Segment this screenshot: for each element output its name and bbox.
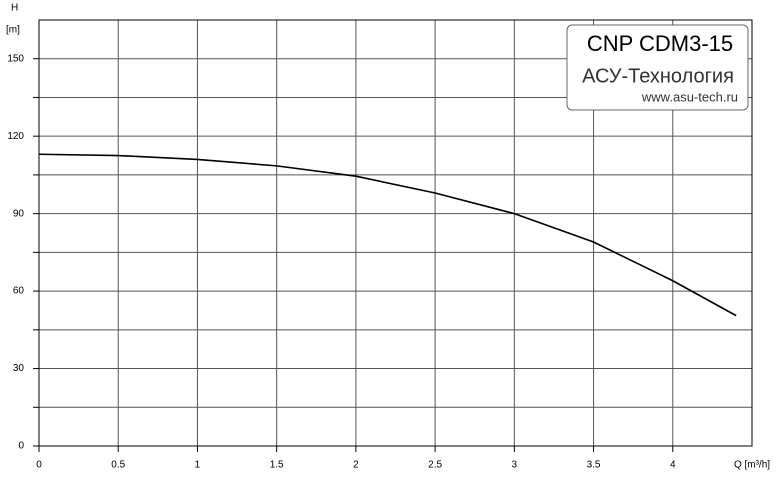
box-site: www.asu-tech.ru [641,89,738,104]
x-tick-label: 2.5 [428,460,442,471]
x-tick-label: 3 [512,460,518,471]
y-tick-label: 0 [18,441,24,452]
y-tick-label: 60 [13,286,25,297]
y-tick-label: 30 [13,363,25,374]
curve [38,153,737,317]
x-tick-label: 4 [670,460,676,471]
plot-frame [38,19,753,447]
box-company: АСУ-Технология [582,65,734,87]
info-box: CNP CDM3-15 АСУ-Технология www.asu-tech.… [566,24,749,111]
x-tick-label: 0.5 [111,460,125,471]
x-tick-label: 3.5 [587,460,601,471]
y-tick-label: 90 [13,208,25,219]
x-tick-label: 2 [353,460,359,471]
box-frame [566,24,749,111]
y-axis-label: H [11,3,18,14]
y-tick-label: 150 [7,53,24,64]
box-title: CNP CDM3-15 [587,31,733,56]
y-tick-label: 120 [7,131,24,142]
x-tick-label: 1 [195,460,201,471]
y-axis-unit: [m] [6,25,20,36]
x-tick-label: 1.5 [270,460,284,471]
x-axis-label: Q [m³/h] [734,460,770,471]
x-tick-label: 0 [36,460,42,471]
